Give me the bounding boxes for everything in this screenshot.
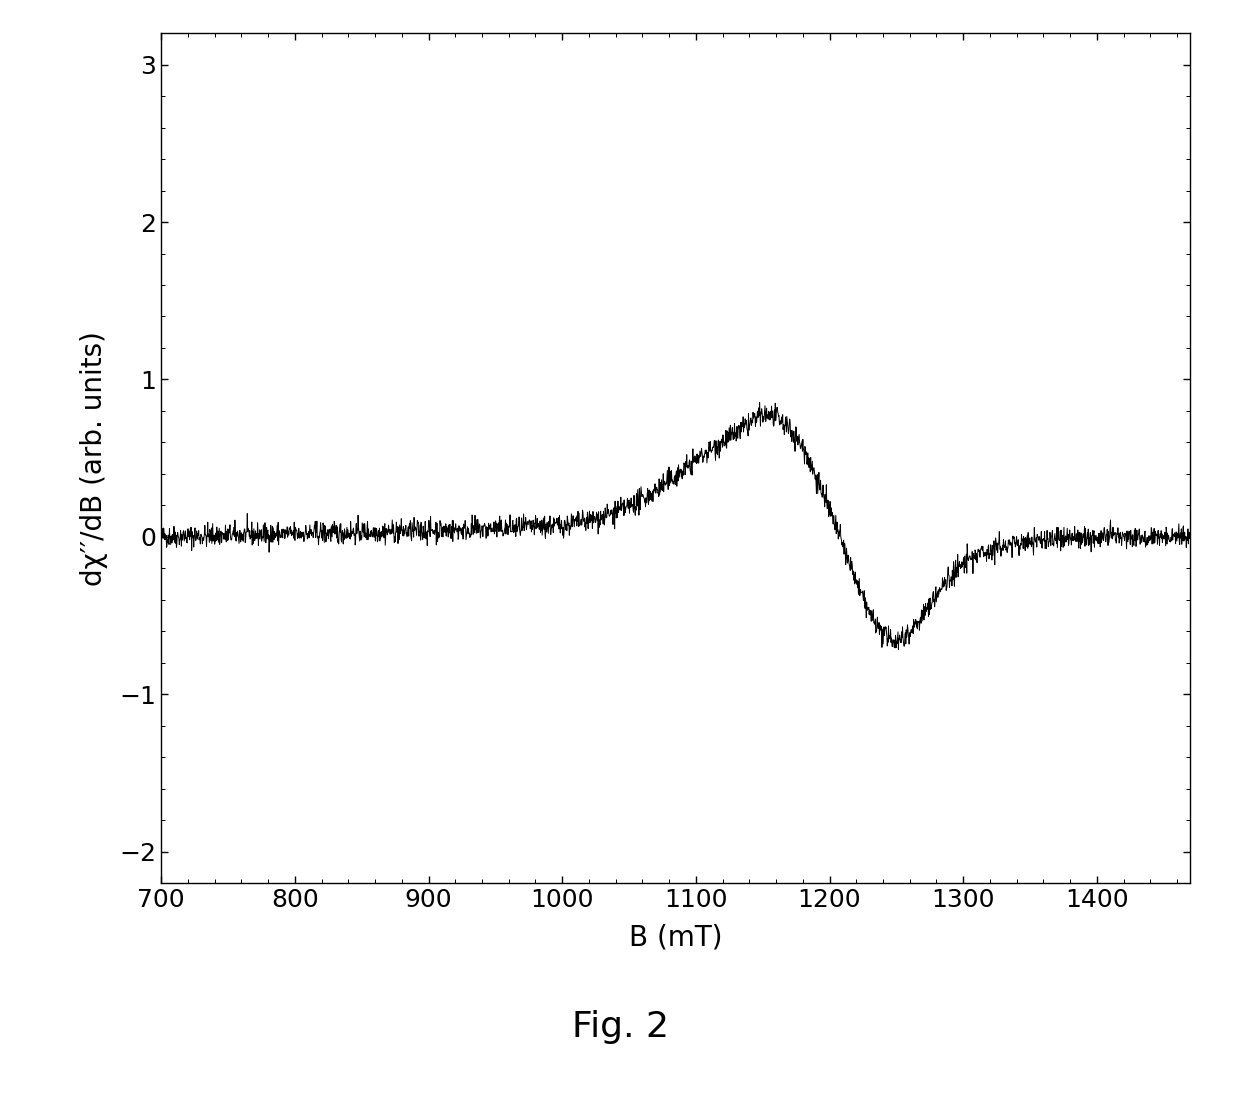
X-axis label: B (mT): B (mT) — [629, 923, 723, 952]
Y-axis label: dχ′′/dB (arb. units): dχ′′/dB (arb. units) — [81, 331, 108, 585]
Text: Fig. 2: Fig. 2 — [572, 1010, 668, 1043]
